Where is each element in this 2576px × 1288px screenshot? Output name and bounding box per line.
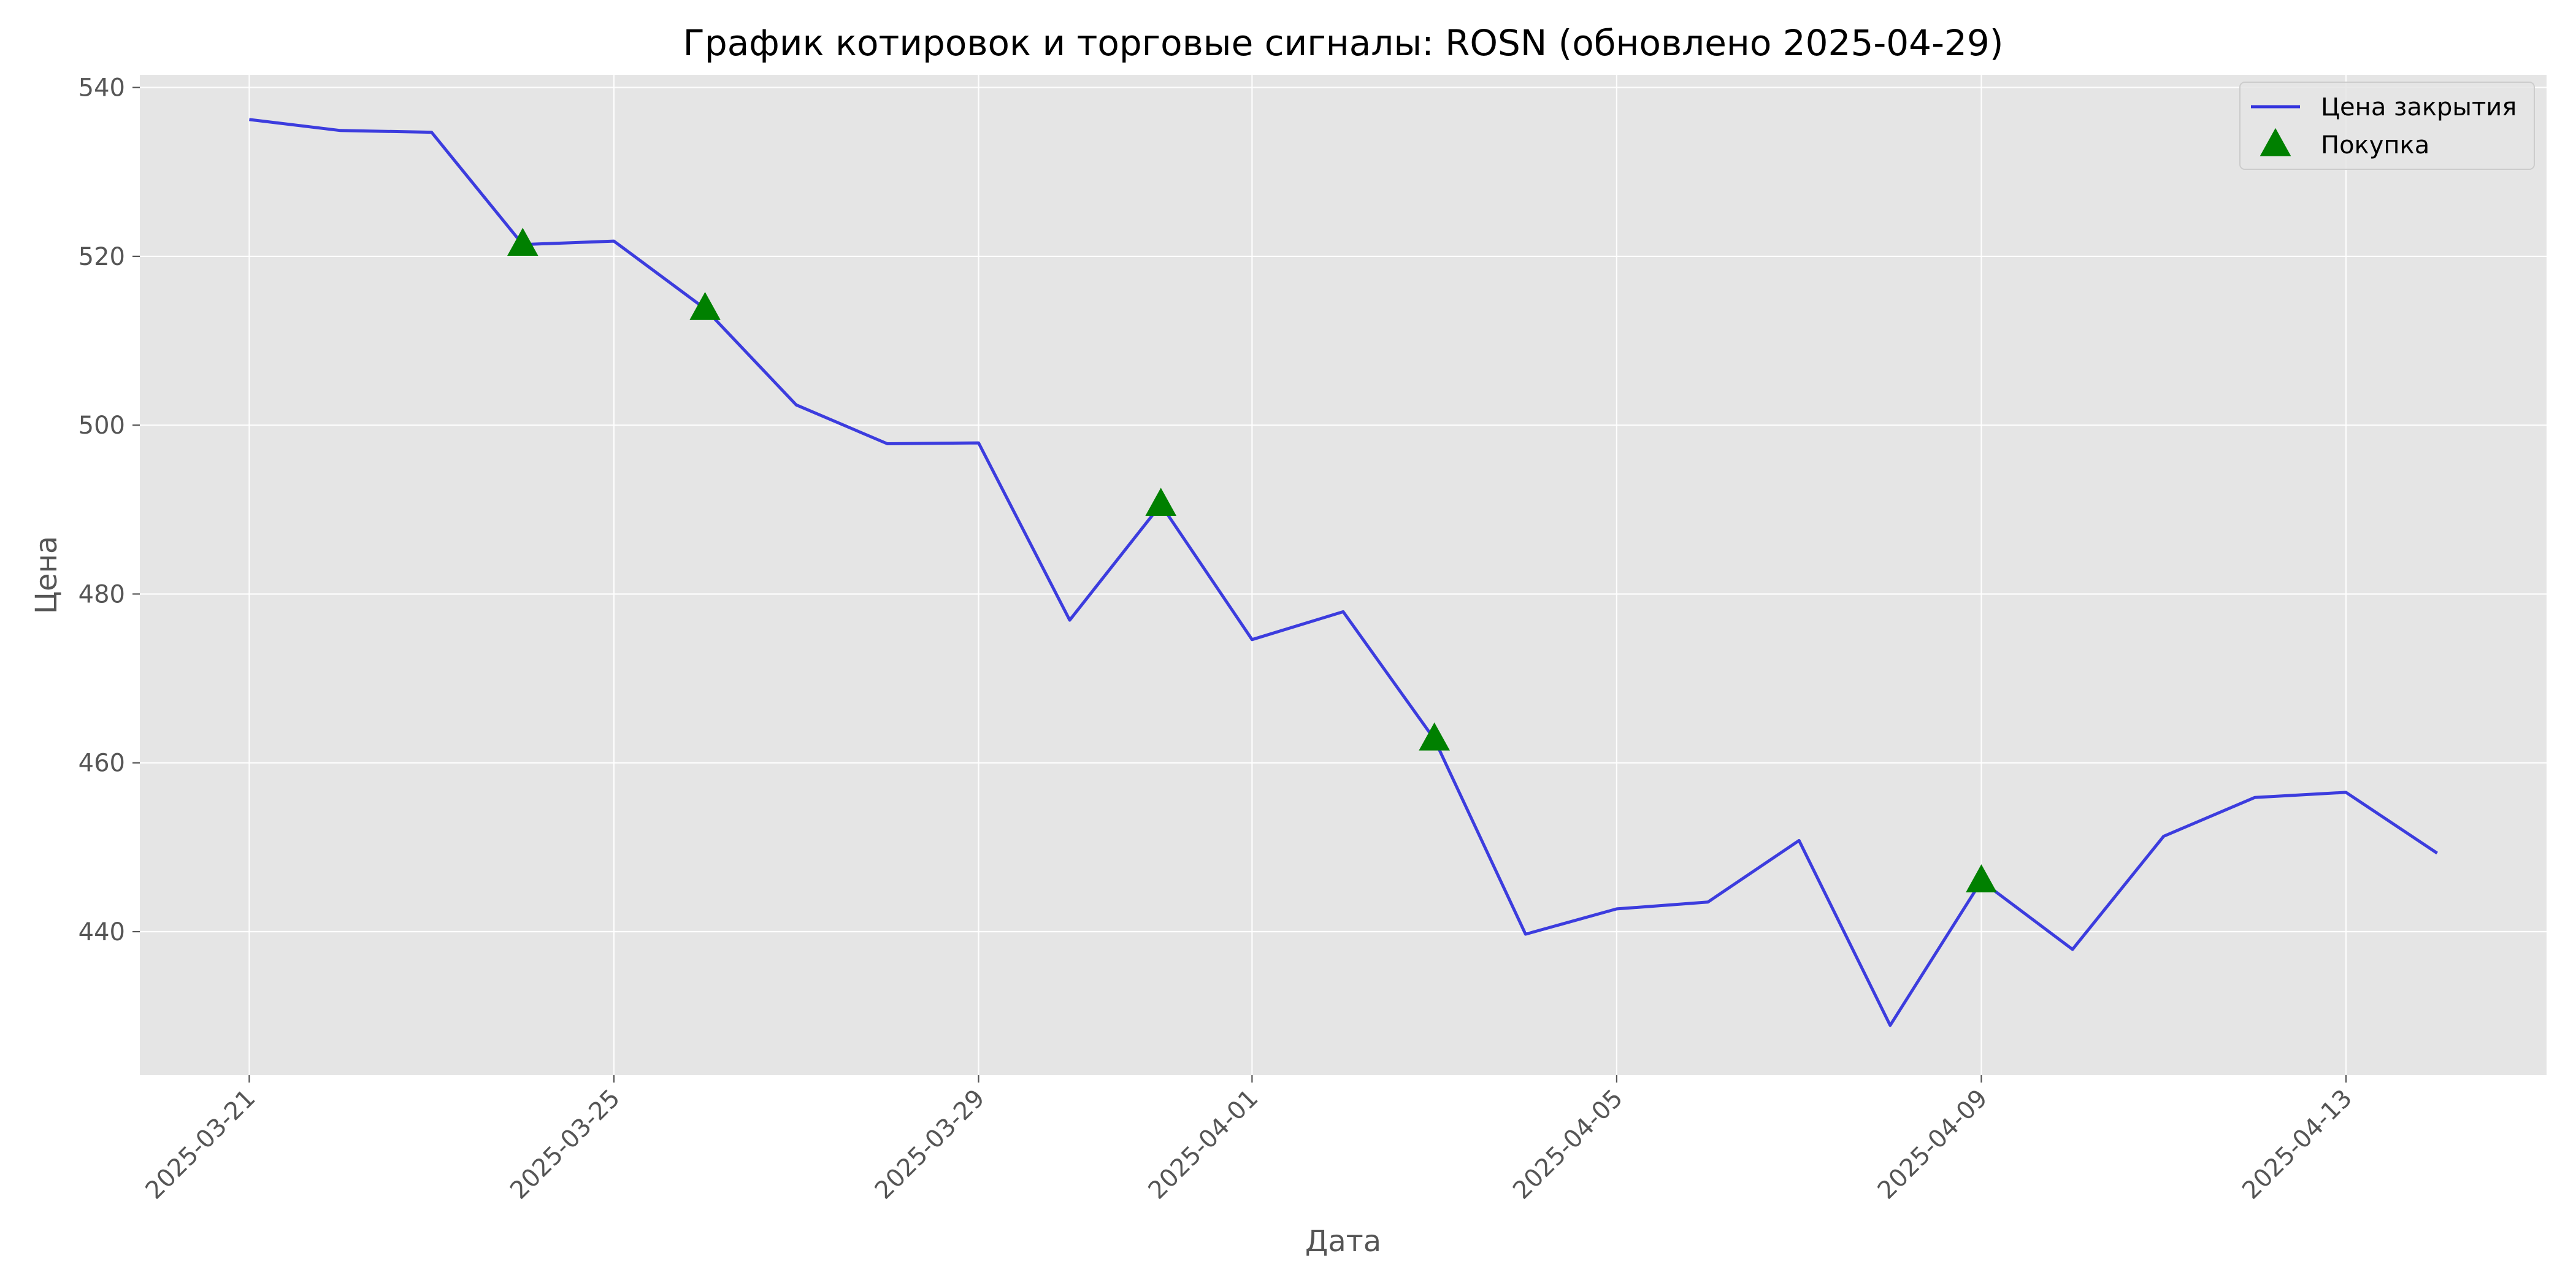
y-tick-label: 500 [79, 412, 125, 440]
buy-signal-marker [689, 291, 721, 320]
close-price-point [2253, 796, 2256, 799]
legend-label-buy: Покупка [2321, 131, 2429, 159]
y-tick-label: 460 [79, 749, 125, 778]
legend-label-close: Цена закрытия [2321, 93, 2517, 121]
y-tick-label: 440 [79, 918, 125, 946]
close-price-point [248, 118, 251, 121]
y-tick-label: 520 [79, 243, 125, 271]
close-price-point [2071, 948, 2074, 951]
close-price-point [795, 404, 798, 407]
legend-box [2239, 82, 2535, 170]
x-axis-label: Дата [1305, 1224, 1381, 1259]
chart-title: График котировок и торговые сигналы: ROS… [683, 22, 2004, 64]
buy-signal-marker [507, 228, 539, 256]
close-price-point [886, 442, 889, 445]
close-price-point [1251, 638, 1254, 641]
close-price-point [2345, 791, 2348, 794]
y-axis-label: Цена [29, 536, 64, 615]
close-price-point [1342, 610, 1345, 613]
legend: Цена закрытия Покупка [2239, 82, 2535, 170]
series-layer [248, 118, 2439, 1027]
buy-signal-marker [1966, 864, 1997, 892]
close-price-point [1615, 907, 1618, 910]
buy-signal-marker [1419, 722, 1450, 751]
close-price-point [1068, 619, 1071, 622]
close-price-point [977, 442, 980, 445]
close-price-point [430, 131, 433, 134]
close-price-point [1888, 1024, 1892, 1027]
y-tick-label: 540 [79, 74, 125, 102]
close-price-point [1706, 900, 1709, 903]
close-price-point [339, 129, 342, 132]
series-line-close-price [249, 118, 2438, 1027]
close-price-point [1798, 839, 1801, 842]
close-price-point [612, 240, 615, 243]
plot-area [140, 75, 2547, 1075]
buy-signal-marker [1145, 488, 1177, 516]
close-price-point [2162, 835, 2165, 838]
close-price-point [1524, 933, 1527, 936]
close-price-point [2436, 852, 2439, 855]
y-tick-label: 480 [79, 580, 125, 608]
legend-marker-swatch [2260, 128, 2291, 156]
